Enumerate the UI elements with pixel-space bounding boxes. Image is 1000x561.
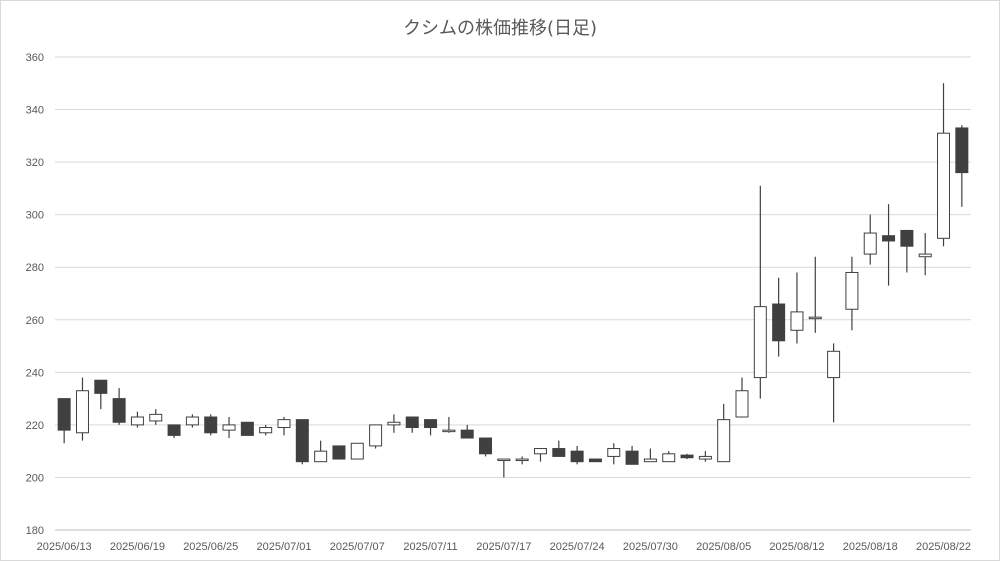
candle-body-down — [570, 450, 584, 463]
y-tick-label: 340 — [26, 105, 44, 117]
candle-body-down — [112, 398, 126, 423]
candle-body-down — [295, 419, 309, 463]
candle-body-down — [167, 424, 181, 436]
x-tick-label: 2025/07/11 — [403, 541, 457, 553]
x-tick-label: 2025/08/12 — [769, 541, 824, 553]
candle-body-down — [424, 419, 438, 429]
x-tick-label: 2025/07/17 — [476, 541, 531, 553]
candle-body-up — [350, 442, 364, 460]
candle-body-up — [497, 458, 511, 462]
candle-body-up — [130, 416, 144, 426]
y-tick-label: 320 — [26, 157, 44, 169]
candle-body-down — [588, 458, 602, 463]
candle-body-down — [57, 398, 71, 431]
candle-body-up — [698, 455, 712, 460]
candle-body-up — [149, 413, 163, 422]
y-tick-label: 260 — [26, 315, 44, 327]
candle-body-up — [863, 232, 877, 255]
candle-body-up — [442, 429, 456, 433]
candle-body-up — [277, 419, 291, 429]
x-tick-label: 2025/07/24 — [550, 541, 605, 553]
candle-body-up — [717, 419, 731, 463]
x-tick-label: 2025/06/13 — [37, 541, 92, 553]
y-tick-label: 360 — [26, 52, 44, 64]
candle-body-up — [735, 390, 749, 418]
candle-body-up — [75, 390, 89, 434]
candle-body-up — [515, 458, 529, 462]
x-tick-label: 2025/08/18 — [843, 541, 898, 553]
candle-body-down — [479, 437, 493, 455]
candle-body-down — [240, 421, 254, 436]
candle-body-down — [94, 379, 108, 394]
candle-body-up — [845, 271, 859, 310]
x-tick-label: 2025/07/01 — [256, 541, 311, 553]
candle-body-down — [460, 429, 474, 439]
y-tick-label: 280 — [26, 262, 44, 274]
candle-body-up — [937, 132, 951, 239]
candle-body-up — [314, 450, 328, 463]
candle-body-up — [827, 350, 841, 379]
x-tick-label: 2025/06/25 — [183, 541, 238, 553]
y-tick-label: 300 — [26, 210, 44, 222]
candle-body-up — [387, 421, 401, 426]
y-tick-label: 180 — [26, 525, 44, 537]
candle-body-down — [332, 445, 346, 460]
candle-body-up — [369, 424, 383, 447]
candle-body-up — [662, 453, 676, 463]
candle-body-up — [607, 448, 621, 457]
candle-body-down — [900, 229, 914, 247]
candle-body-up — [259, 427, 273, 434]
candle-body-up — [643, 458, 657, 463]
candle-body-up — [790, 311, 804, 331]
x-tick-label: 2025/08/22 — [916, 541, 971, 553]
candle-body-up — [808, 316, 822, 320]
candle-body-down — [204, 416, 218, 434]
candle-body-down — [405, 416, 419, 429]
candle-body-down — [625, 450, 639, 465]
candle-body-up — [185, 416, 199, 426]
candle-body-up — [918, 253, 932, 258]
candle-body-down — [955, 127, 969, 174]
candle-body-up — [222, 424, 236, 431]
candle-body-up — [753, 306, 767, 379]
y-tick-label: 220 — [26, 420, 44, 432]
candle-body-down — [680, 454, 694, 459]
chart-title: クシムの株価推移(日足) — [402, 18, 598, 39]
candle-body-down — [552, 448, 566, 457]
candle-body-down — [772, 303, 786, 342]
x-tick-label: 2025/08/05 — [696, 541, 751, 553]
y-tick-label: 200 — [26, 472, 44, 484]
x-tick-label: 2025/07/07 — [330, 541, 385, 553]
y-tick-label: 240 — [26, 367, 44, 379]
x-tick-label: 2025/06/19 — [110, 541, 165, 553]
candle-body-down — [882, 235, 896, 242]
x-tick-label: 2025/07/30 — [623, 541, 678, 553]
candle-body-up — [533, 448, 547, 455]
